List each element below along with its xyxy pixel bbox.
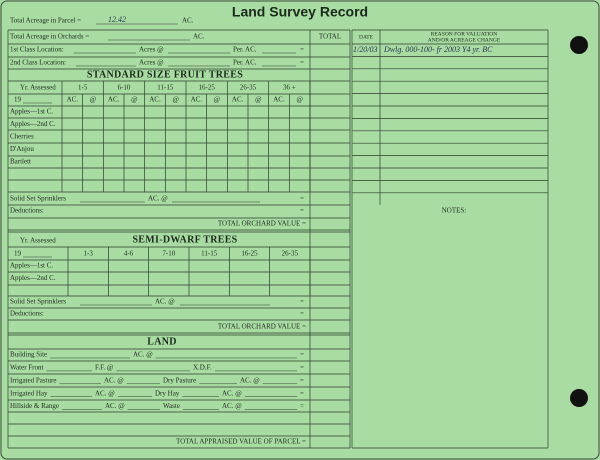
column-header: 11-15 <box>201 250 218 258</box>
sub-header: @ <box>172 96 179 104</box>
label: Acres @ <box>139 59 164 67</box>
row-label: Apples—2nd C. <box>10 120 56 128</box>
label: Dry Hay <box>155 389 180 397</box>
section-title: LAND <box>147 336 177 347</box>
label: Per. AC. <box>233 59 257 67</box>
label: = <box>300 207 304 215</box>
label: = <box>300 298 304 306</box>
label: F.F. @ <box>95 364 114 372</box>
binder-hole <box>570 36 588 54</box>
sub-header: AC. <box>191 96 203 104</box>
label: Building Site <box>10 351 47 359</box>
handwritten: 12.42 <box>108 15 126 24</box>
label: = <box>300 310 304 318</box>
column-header: 7-10 <box>162 250 175 258</box>
title: Land Survey Record <box>232 4 368 20</box>
label: = <box>300 46 304 54</box>
label: 19 <box>14 96 22 104</box>
label: Irrigated Pasture <box>10 376 56 384</box>
label: Total Acreage in Orchards = <box>10 33 89 41</box>
label: AC. @ <box>105 402 125 410</box>
label: TOTAL ORCHARD VALUE = <box>218 323 306 331</box>
handwritten: 1/20/03 <box>353 45 377 54</box>
label: = <box>300 364 304 372</box>
label: AC. @ <box>148 195 168 203</box>
label: Irrigated Hay <box>10 389 48 397</box>
sub-header: @ <box>214 96 221 104</box>
row-label: Apples—1st C. <box>10 108 53 116</box>
row-label: Cherries <box>10 133 34 141</box>
label: AC. @ <box>240 376 260 384</box>
row-label: Apples—1st C. <box>10 262 53 270</box>
label: = <box>300 376 304 384</box>
sub-header: AC. <box>108 96 120 104</box>
sub-header: @ <box>255 96 262 104</box>
label: Total Acreage in Parcel = <box>10 17 81 25</box>
column-header: REASON FOR VALUATION <box>431 31 497 37</box>
label: TOTAL APPRAISED VALUE OF PARCEL = <box>176 438 306 446</box>
label: AC. <box>182 17 194 25</box>
label: Yr. Assessed <box>20 237 56 245</box>
column-header: 36 + <box>283 84 296 92</box>
label: Dry Pasture <box>163 376 196 384</box>
label: X.D.F. <box>193 364 212 372</box>
row-label: D'Anjou <box>10 145 34 153</box>
label: Acres @ <box>139 46 164 54</box>
binder-hole <box>570 389 588 407</box>
label: AC. @ <box>222 389 242 397</box>
column-header: 11-15 <box>157 84 174 92</box>
label: Waste <box>163 402 180 410</box>
label: = <box>300 59 304 67</box>
label: Deductions: <box>10 310 44 318</box>
label: AC. <box>193 33 205 41</box>
label: 2nd Class Location: <box>10 59 66 67</box>
label: = <box>300 389 304 397</box>
label: AC. @ <box>133 351 153 359</box>
label: TOTAL ORCHARD VALUE = <box>218 220 306 228</box>
sub-header: AC. <box>232 96 244 104</box>
column-header: 1-3 <box>83 250 93 258</box>
column-header: 16-25 <box>198 84 215 92</box>
label: AC. @ <box>222 402 242 410</box>
label: Yr. Assessed <box>20 84 56 92</box>
sub-header: AC. <box>273 96 285 104</box>
column-header: AND/OR ACREAGE CHANGE <box>428 37 501 43</box>
label: AC. @ <box>104 376 124 384</box>
label: Deductions: <box>10 207 44 215</box>
label: AC. @ <box>95 389 115 397</box>
row-label: Apples—2nd C. <box>10 274 56 282</box>
label: Water Front <box>10 364 44 372</box>
label: = <box>300 351 304 359</box>
column-header: 1-5 <box>78 84 88 92</box>
sub-header: @ <box>90 96 97 104</box>
label: Solid Set Sprinklers <box>10 195 66 203</box>
label: 19 <box>14 250 22 258</box>
column-header: 16-25 <box>241 250 258 258</box>
label: Per. AC. <box>233 46 257 54</box>
label: Hillside & Range <box>10 402 59 410</box>
section-title: STANDARD SIZE FRUIT TREES <box>87 69 243 80</box>
handwritten: Dwlg. 000-100- fr 2003 Y4 yr. BC <box>383 45 493 54</box>
label: 1st Class Location: <box>10 46 64 54</box>
column-header: 6-10 <box>118 84 131 92</box>
label: Solid Set Sprinklers <box>10 298 66 306</box>
sub-header: AC. <box>149 96 161 104</box>
column-header: 26-35 <box>240 84 257 92</box>
label: AC. @ <box>155 298 175 306</box>
sub-header: @ <box>296 96 303 104</box>
row-label: Bartlett <box>10 158 31 166</box>
column-header: DATE <box>359 34 374 40</box>
column-header: 26-35 <box>282 250 299 258</box>
sub-header: @ <box>131 96 138 104</box>
label: = <box>300 195 304 203</box>
column-header: TOTAL <box>319 33 341 41</box>
label: = <box>300 402 304 410</box>
section-title: SEMI-DWARF TREES <box>132 234 237 245</box>
label: NOTES: <box>442 207 467 215</box>
sub-header: AC. <box>67 96 79 104</box>
column-header: 4-6 <box>124 250 134 258</box>
